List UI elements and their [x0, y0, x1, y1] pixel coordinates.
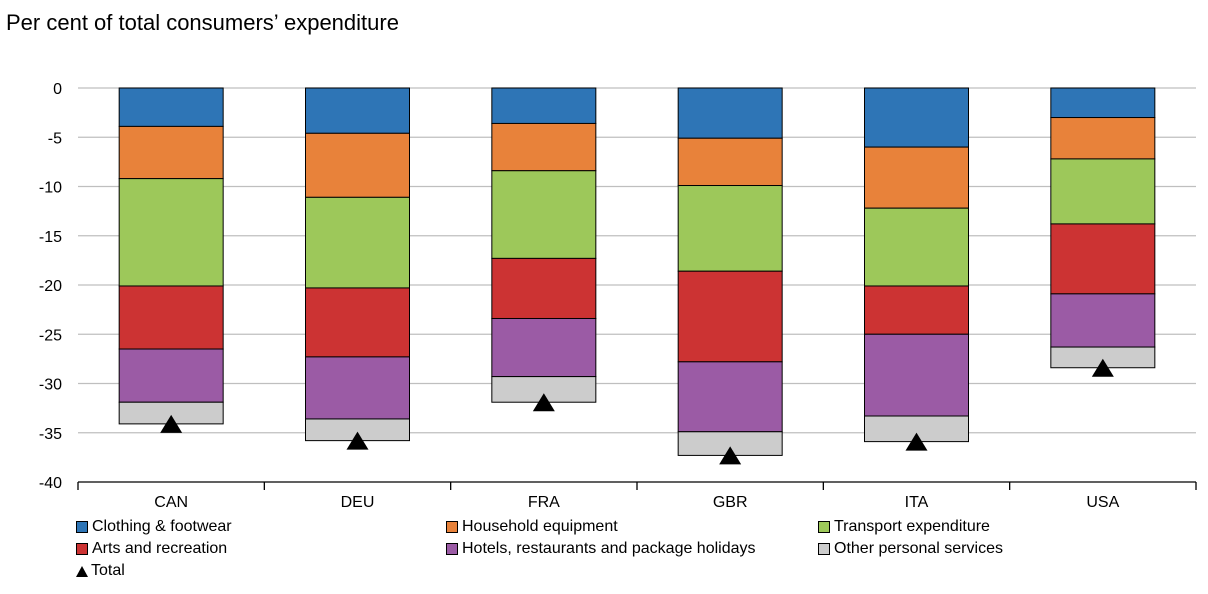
- bar-segment: [305, 356, 410, 420]
- x-tick-label: DEU: [341, 494, 375, 511]
- total-marker: [532, 393, 555, 412]
- legend-item-household: Household equipment: [446, 518, 618, 536]
- x-tick-label: GBR: [713, 494, 748, 511]
- y-tick-label: -5: [48, 130, 62, 147]
- bar-segment: [305, 87, 410, 134]
- legend-swatch-transport: [818, 521, 830, 533]
- y-tick-label: -15: [39, 229, 62, 246]
- bar-segment: [491, 122, 597, 172]
- bar-segment: [491, 257, 597, 319]
- bar-segment: [491, 317, 597, 378]
- bar-segment: [1050, 223, 1156, 295]
- total-marker: [160, 414, 183, 433]
- bar-segment: [491, 87, 597, 124]
- bar-segment: [677, 361, 783, 433]
- legend-item-other: Other personal services: [818, 540, 1003, 558]
- total-marker: [905, 432, 928, 451]
- legend-label-clothing: Clothing & footwear: [92, 518, 232, 535]
- legend-swatch-other: [818, 543, 830, 555]
- bar-segment: [118, 125, 224, 180]
- legend-swatch-hotels: [446, 543, 458, 555]
- legend-item-total: Total: [76, 562, 125, 580]
- total-marker: [346, 431, 369, 450]
- bar-segment: [677, 185, 783, 272]
- legend-label-household: Household equipment: [462, 518, 618, 535]
- legend-swatch-clothing: [76, 521, 88, 533]
- total-marker: [719, 446, 742, 465]
- legend-swatch-household: [446, 521, 458, 533]
- legend-item-hotels: Hotels, restaurants and package holidays: [446, 540, 756, 558]
- bar-segment: [1050, 158, 1156, 225]
- bar-segment: [1050, 293, 1156, 348]
- y-tick-label: -35: [39, 426, 62, 443]
- bar-segment: [118, 178, 224, 287]
- y-tick-label: -30: [39, 377, 62, 394]
- legend-item-transport: Transport expenditure: [818, 518, 990, 536]
- legend-label-total: Total: [91, 562, 125, 579]
- bar-segment: [118, 348, 224, 403]
- legend-item-arts: Arts and recreation: [76, 540, 227, 558]
- y-tick-label: 0: [53, 81, 62, 98]
- legend-label-arts: Arts and recreation: [92, 540, 228, 557]
- bar-segment: [1050, 117, 1156, 160]
- legend-item-clothing: Clothing & footwear: [76, 518, 232, 536]
- bar-segment: [677, 270, 783, 363]
- bar-segment: [864, 146, 969, 209]
- total-marker: [1091, 358, 1114, 377]
- bar-segment: [305, 132, 410, 198]
- legend-label-hotels: Hotels, restaurants and package holidays: [462, 540, 756, 557]
- bar-segment: [677, 87, 783, 139]
- chart-title: Per cent of total consumers’ expenditure: [6, 10, 399, 35]
- legend-swatch-arts: [76, 543, 88, 555]
- bar-segment: [864, 333, 969, 417]
- bar-segment: [305, 287, 410, 358]
- x-tick-label: CAN: [154, 494, 188, 511]
- bar-segment: [118, 285, 224, 350]
- bar-segment: [677, 137, 783, 187]
- legend-label-transport: Transport expenditure: [834, 518, 990, 535]
- bar-segment: [118, 87, 224, 127]
- x-tick-label: ITA: [905, 494, 929, 511]
- bar-segment: [864, 285, 969, 335]
- bar-segment: [1050, 87, 1156, 119]
- y-tick-label: -25: [39, 327, 62, 344]
- y-tick-label: -10: [39, 180, 62, 197]
- bar-segment: [305, 196, 410, 289]
- x-tick-label: USA: [1086, 494, 1119, 511]
- x-tick-label: FRA: [528, 494, 560, 511]
- bar-segment: [864, 87, 969, 148]
- y-tick-label: -40: [39, 475, 62, 492]
- legend-label-other: Other personal services: [834, 540, 1003, 557]
- legend-triangle-icon: [76, 565, 88, 577]
- y-tick-label: -20: [39, 278, 62, 295]
- bar-segment: [864, 207, 969, 287]
- bar-segment: [491, 170, 597, 259]
